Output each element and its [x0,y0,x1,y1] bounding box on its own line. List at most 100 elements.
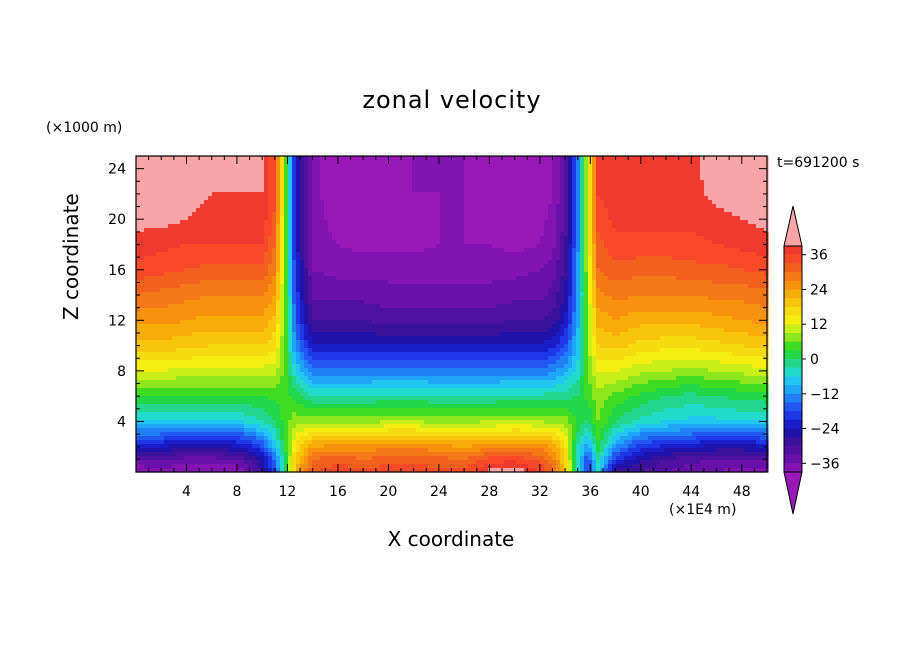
contour-cell [388,252,393,257]
contour-cell [548,240,553,245]
contour-cell [484,168,489,173]
contour-cell [364,224,369,229]
contour-cell [352,224,357,229]
contour-cell [484,200,489,205]
contour-cell [432,156,437,161]
contour-cell [448,196,453,201]
contour-cell [456,244,461,249]
contour-cell [660,252,665,257]
contour-cell [716,264,721,269]
contour-cell [620,244,625,249]
contour-cell [760,276,765,281]
contour-cell [728,260,733,265]
contour-cell [336,176,341,181]
contour-cell [372,248,377,253]
contour-cell [568,192,573,197]
contour-cell [292,196,297,201]
contour-cell [660,172,665,177]
contour-cell [608,260,613,265]
contour-cell [564,184,569,189]
contour-cell [384,248,389,253]
contour-cell [240,164,245,169]
contour-cell [228,200,233,205]
contour-cell [544,272,549,277]
contour-cell [424,252,429,257]
contour-cell [592,236,597,241]
contour-cell [476,192,481,197]
contour-cell [472,176,477,181]
contour-cell [540,272,545,277]
contour-cell [360,264,365,269]
contour-cell [420,236,425,241]
contour-cell [492,224,497,229]
contour-cell [340,232,345,237]
contour-cell [156,240,161,245]
contour-cell [444,180,449,185]
contour-cell [280,260,285,265]
contour-cell [160,272,165,277]
contour-cell [160,164,165,169]
contour-cell [488,164,493,169]
contour-cell [456,176,461,181]
contour-cell [684,276,689,281]
contour-cell [432,200,437,205]
contour-cell [660,208,665,213]
contour-cell [732,176,737,181]
contour-cell [448,184,453,189]
contour-cell [632,264,637,269]
contour-cell [608,188,613,193]
contour-cell [244,200,249,205]
contour-cell [596,216,601,221]
contour-cell [528,232,533,237]
contour-cell [760,196,765,201]
contour-cell [628,204,633,209]
contour-cell [524,224,529,229]
contour-cell [668,248,673,253]
contour-cell [428,188,433,193]
contour-cell [284,192,289,197]
contour-cell [324,168,329,173]
contour-cell [636,232,641,237]
contour-cell [720,224,725,229]
contour-cell [552,156,557,161]
contour-cell [604,220,609,225]
contour-cell [376,208,381,213]
contour-cell [544,184,549,189]
contour-cell [648,212,653,217]
contour-cell [528,212,533,217]
contour-cell [380,272,385,277]
contour-cell [308,188,313,193]
contour-cell [528,272,533,277]
contour-cell [732,268,737,273]
contour-cell [268,232,273,237]
contour-cell [364,192,369,197]
contour-cell [276,208,281,213]
contour-cell [176,276,181,281]
contour-cell [460,156,465,161]
contour-cell [544,236,549,241]
contour-cell [376,236,381,241]
contour-cell [424,236,429,241]
contour-cell [616,216,621,221]
contour-cell [464,208,469,213]
contour-cell [728,164,733,169]
contour-cell [272,280,277,285]
contour-cell [752,160,757,165]
contour-cell [260,268,265,273]
contour-cell [448,212,453,217]
contour-cell [588,244,593,249]
contour-cell [188,164,193,169]
contour-cell [764,236,769,241]
contour-cell [152,224,157,229]
contour-cell [660,264,665,269]
contour-cell [728,172,733,177]
contour-cell [712,220,717,225]
contour-cell [380,184,385,189]
contour-cell [572,260,577,265]
contour-cell [700,160,705,165]
contour-cell [216,256,221,261]
contour-cell [516,268,521,273]
contour-cell [660,260,665,265]
contour-cell [432,260,437,265]
